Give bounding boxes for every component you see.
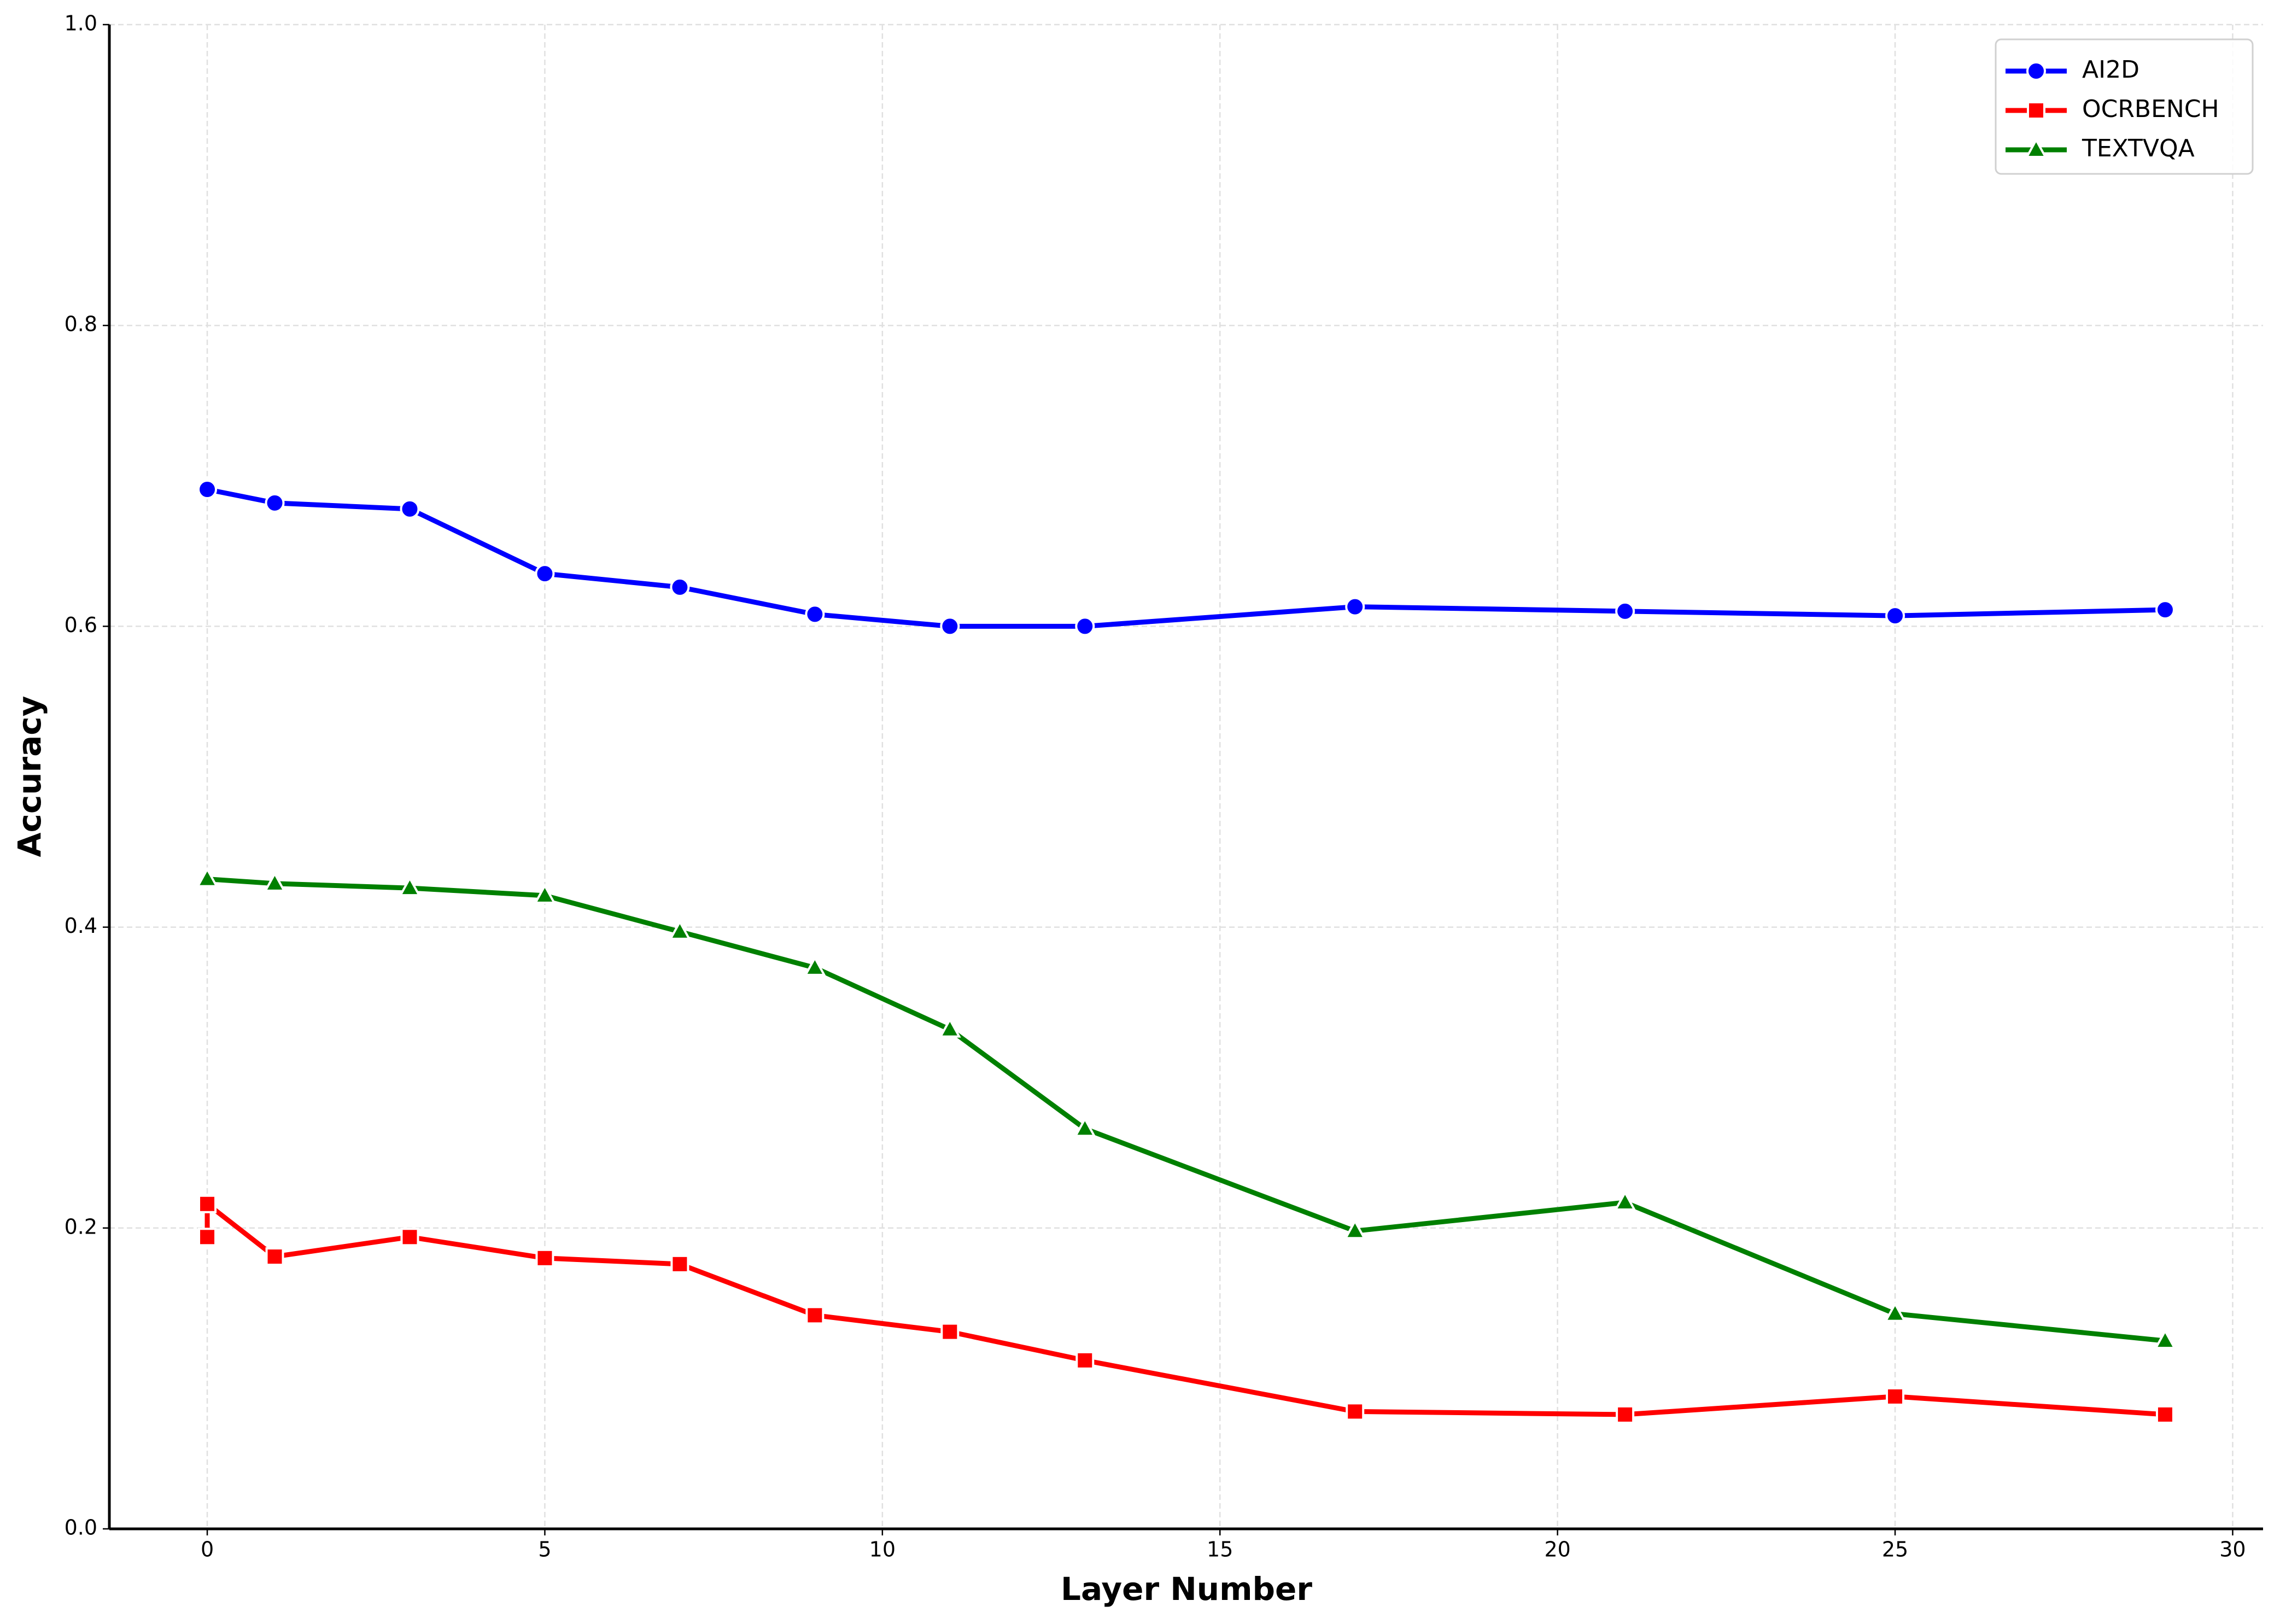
- marker: [2155, 1405, 2174, 1424]
- marker: [670, 577, 690, 597]
- marker: [264, 871, 286, 892]
- x-tick-label: 25: [1882, 1538, 1908, 1562]
- marker: [1345, 597, 1365, 617]
- legend-label: TEXTVQA: [2082, 135, 2195, 162]
- marker: [535, 564, 555, 584]
- marker: [805, 604, 825, 624]
- marker: [197, 480, 218, 500]
- x-tick-label: 5: [538, 1538, 551, 1562]
- marker: [2155, 600, 2175, 620]
- marker: [2025, 137, 2048, 158]
- y-tick-label: 1.0: [65, 11, 97, 36]
- y-axis-label: Accuracy: [11, 696, 48, 857]
- marker: [940, 616, 960, 636]
- marker: [803, 955, 826, 976]
- series-line: [207, 487, 2166, 629]
- marker: [535, 1248, 554, 1267]
- marker: [1075, 616, 1095, 636]
- marker: [1885, 606, 1905, 626]
- x-tick-label: 0: [201, 1538, 214, 1562]
- marker: [2027, 101, 2045, 120]
- marker: [399, 875, 421, 897]
- series-line: [204, 1201, 2166, 1417]
- series-line: [207, 877, 2166, 1343]
- marker: [1346, 1402, 1365, 1421]
- marker: [1613, 1190, 1636, 1211]
- marker: [670, 1254, 689, 1274]
- marker: [265, 493, 285, 513]
- y-tick-label: 0.4: [65, 914, 97, 938]
- marker: [1886, 1387, 1905, 1406]
- marker: [196, 867, 219, 887]
- marker: [940, 1322, 960, 1341]
- marker: [1615, 601, 1635, 621]
- marker: [198, 1228, 217, 1247]
- y-tick-label: 0.6: [65, 613, 97, 637]
- legend-label: AI2D: [2082, 56, 2139, 84]
- marker: [198, 1194, 217, 1213]
- marker: [265, 1247, 284, 1266]
- marker: [805, 1306, 825, 1325]
- marker: [1884, 1301, 1907, 1322]
- marker: [400, 499, 420, 519]
- marker: [2026, 61, 2046, 81]
- marker: [1073, 1117, 1096, 1137]
- x-tick-label: 15: [1207, 1538, 1233, 1562]
- y-tick-label: 0.8: [65, 312, 97, 336]
- marker: [938, 1017, 961, 1038]
- x-tick-label: 20: [1544, 1538, 1570, 1562]
- marker: [1075, 1351, 1095, 1370]
- marker: [400, 1228, 419, 1247]
- marker: [2154, 1328, 2177, 1350]
- x-tick-label: 30: [2219, 1538, 2246, 1562]
- marker: [669, 919, 691, 940]
- y-tick-label: 0.0: [65, 1516, 97, 1540]
- x-axis-label: Layer Number: [1061, 1570, 1312, 1608]
- y-tick-label: 0.2: [65, 1214, 97, 1239]
- marker: [534, 883, 556, 904]
- legend-label: OCRBENCH: [2082, 95, 2219, 123]
- x-tick-label: 10: [869, 1538, 896, 1562]
- marker: [1343, 1219, 1366, 1240]
- marker: [1616, 1405, 1635, 1424]
